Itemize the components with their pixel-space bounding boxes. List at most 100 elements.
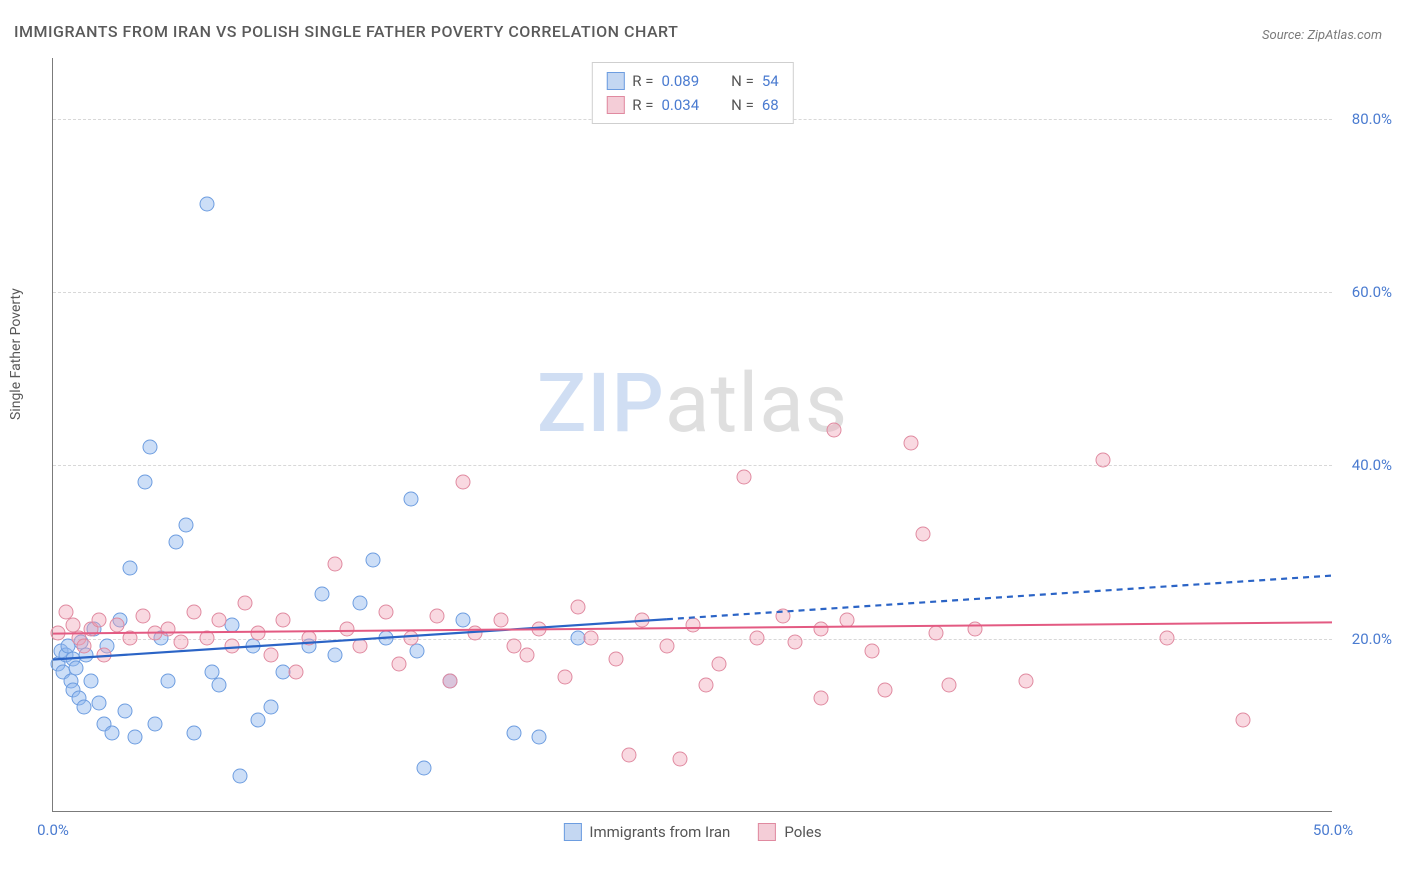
scatter-point-iran: [225, 617, 240, 632]
scatter-point-iran: [122, 561, 137, 576]
scatter-point-iran: [179, 518, 194, 533]
legend-label-iran: Immigrants from Iran: [589, 823, 730, 841]
legend-item-iran: Immigrants from Iran: [563, 823, 730, 841]
scatter-point-poles: [673, 752, 688, 767]
scatter-point-poles: [212, 613, 227, 628]
scatter-point-poles: [711, 656, 726, 671]
scatter-point-iran: [366, 552, 381, 567]
scatter-point-poles: [865, 643, 880, 658]
legend-item-poles: Poles: [758, 823, 821, 841]
scatter-point-poles: [814, 622, 829, 637]
scatter-point-poles: [967, 622, 982, 637]
scatter-point-poles: [468, 626, 483, 641]
scatter-point-poles: [1236, 713, 1251, 728]
x-tick-label: 50.0%: [1313, 821, 1353, 839]
y-tick-label: 20.0%: [1352, 630, 1392, 648]
y-tick-label: 80.0%: [1352, 110, 1392, 128]
scatter-point-iran: [245, 639, 260, 654]
scatter-point-poles: [430, 609, 445, 624]
scatter-point-poles: [634, 613, 649, 628]
y-axis-label: Single Father Poverty: [8, 288, 24, 420]
scatter-point-poles: [51, 626, 66, 641]
y-tick-label: 60.0%: [1352, 283, 1392, 301]
scatter-point-poles: [122, 630, 137, 645]
scatter-point-poles: [378, 604, 393, 619]
scatter-point-iran: [353, 596, 368, 611]
scatter-point-iran: [161, 674, 176, 689]
scatter-point-poles: [391, 656, 406, 671]
scatter-point-poles: [788, 635, 803, 650]
scatter-point-poles: [814, 691, 829, 706]
scatter-point-poles: [942, 678, 957, 693]
gridline: [53, 639, 1332, 640]
r-label: R =: [632, 69, 653, 93]
scatter-point-poles: [455, 474, 470, 489]
n-label: N =: [731, 69, 754, 93]
scatter-point-iran: [409, 643, 424, 658]
scatter-point-iran: [327, 648, 342, 663]
scatter-point-poles: [839, 613, 854, 628]
scatter-point-poles: [686, 617, 701, 632]
scatter-point-poles: [1095, 453, 1110, 468]
scatter-point-poles: [225, 639, 240, 654]
scatter-point-iran: [404, 492, 419, 507]
r-label: R =: [632, 93, 653, 117]
scatter-point-poles: [199, 630, 214, 645]
scatter-point-iran: [186, 726, 201, 741]
scatter-point-iran: [506, 726, 521, 741]
watermark-part2: atlas: [665, 356, 848, 452]
scatter-point-poles: [161, 622, 176, 637]
scatter-point-poles: [302, 630, 317, 645]
scatter-point-poles: [442, 674, 457, 689]
scatter-point-iran: [168, 535, 183, 550]
watermark: ZIPatlas: [537, 356, 848, 452]
scatter-point-iran: [148, 717, 163, 732]
scatter-point-poles: [263, 648, 278, 663]
scatter-point-poles: [276, 613, 291, 628]
scatter-point-poles: [775, 609, 790, 624]
scatter-point-iran: [314, 587, 329, 602]
scatter-point-iran: [84, 674, 99, 689]
scatter-point-poles: [750, 630, 765, 645]
scatter-point-poles: [92, 613, 107, 628]
scatter-point-poles: [609, 652, 624, 667]
scatter-point-poles: [903, 435, 918, 450]
scatter-point-poles: [76, 639, 91, 654]
legend-label-poles: Poles: [784, 823, 821, 841]
scatter-point-poles: [327, 557, 342, 572]
scatter-point-iran: [199, 197, 214, 212]
scatter-point-iran: [127, 730, 142, 745]
scatter-point-poles: [737, 470, 752, 485]
scatter-point-poles: [583, 630, 598, 645]
scatter-point-iran: [532, 730, 547, 745]
scatter-point-poles: [97, 648, 112, 663]
n-value-iran: 54: [762, 69, 779, 93]
gridline: [53, 465, 1332, 466]
scatter-point-poles: [404, 630, 419, 645]
n-value-poles: 68: [762, 93, 779, 117]
legend-corr-row-iran: R =0.089N =54: [606, 69, 778, 93]
scatter-point-poles: [353, 639, 368, 654]
scatter-point-poles: [826, 422, 841, 437]
scatter-point-poles: [289, 665, 304, 680]
scatter-point-poles: [186, 604, 201, 619]
scatter-point-poles: [250, 626, 265, 641]
source-name: ZipAtlas.com: [1307, 28, 1382, 43]
scatter-point-poles: [1159, 630, 1174, 645]
scatter-point-poles: [238, 596, 253, 611]
legend-swatch-iran: [563, 823, 581, 841]
legend-swatch-poles: [606, 96, 624, 114]
scatter-point-iran: [417, 760, 432, 775]
legend-series: Immigrants from Iran Poles: [563, 823, 821, 841]
x-tick-label: 0.0%: [37, 821, 69, 839]
scatter-point-poles: [929, 626, 944, 641]
scatter-point-iran: [138, 474, 153, 489]
scatter-point-poles: [174, 635, 189, 650]
scatter-point-iran: [117, 704, 132, 719]
chart-title: IMMIGRANTS FROM IRAN VS POLISH SINGLE FA…: [14, 22, 678, 41]
scatter-point-iran: [263, 700, 278, 715]
scatter-point-poles: [916, 526, 931, 541]
scatter-point-poles: [878, 682, 893, 697]
scatter-point-poles: [570, 600, 585, 615]
scatter-point-poles: [340, 622, 355, 637]
